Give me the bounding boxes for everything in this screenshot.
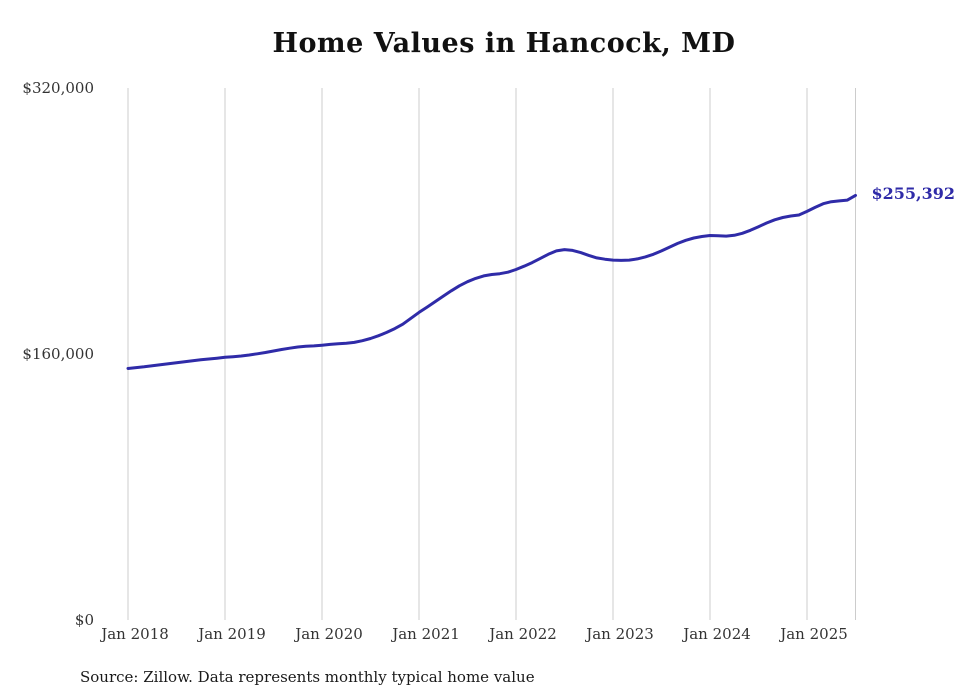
y-tick-label: $0	[74, 611, 94, 629]
x-tick-label: Jan 2024	[683, 625, 751, 643]
x-tick-label: Jan 2022	[489, 625, 557, 643]
home-value-series	[126, 193, 857, 370]
y-tick-label: $320,000	[22, 79, 94, 97]
x-tick-label: Jan 2020	[295, 625, 363, 643]
x-tick-label: Jan 2025	[780, 625, 848, 643]
x-tick-label: Jan 2018	[101, 625, 169, 643]
x-tick-label: Jan 2019	[198, 625, 266, 643]
current-value-label: $255,392	[871, 184, 956, 204]
chart-title: Home Values in Hancock, MD	[272, 28, 736, 59]
x-tick-label: Jan 2023	[586, 625, 654, 643]
y-tick-label: $160,000	[22, 345, 94, 363]
x-tick-label: Jan 2021	[392, 625, 460, 643]
source-note: Source: Zillow. Data represents monthly …	[80, 668, 535, 686]
